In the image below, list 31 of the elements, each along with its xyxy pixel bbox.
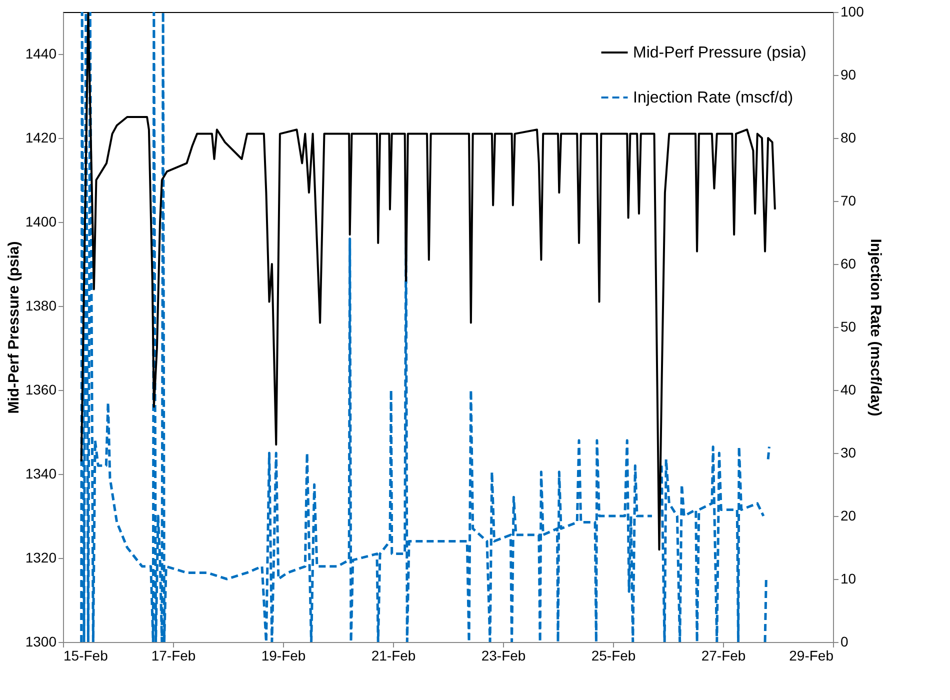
- x-tick-label: 29-Feb: [789, 648, 834, 664]
- x-tick-label: 23-Feb: [481, 648, 526, 664]
- y-axis-title: Mid-Perf Pressure (psia): [5, 241, 22, 414]
- y2-tick-label: 100: [840, 4, 864, 20]
- y2-axis-title: Injection Rate (mscf/day): [866, 238, 884, 416]
- x-tick-label: 17-Feb: [151, 648, 196, 664]
- y2-tick-label: 30: [840, 444, 856, 460]
- y2-tick-label: 10: [840, 570, 856, 586]
- y2-tick-label: 90: [840, 66, 856, 82]
- y-tick-label: 1300: [25, 634, 57, 650]
- y2-tick-label: 20: [840, 508, 856, 524]
- y2-tick-label: 70: [840, 192, 856, 208]
- y-tick-label: 1400: [25, 214, 57, 230]
- x-tick-label: 19-Feb: [261, 648, 306, 664]
- y2-tick-label: 0: [840, 634, 848, 650]
- legend-label: Injection Rate (mscf/d): [633, 90, 794, 106]
- y-tick-label: 1380: [25, 298, 57, 314]
- x-tick-label: 27-Feb: [701, 648, 746, 664]
- y-tick-label: 1340: [25, 466, 57, 482]
- y-tick-label: 1420: [25, 130, 57, 146]
- y-tick-label: 1360: [25, 382, 57, 398]
- x-tick-label: 15-Feb: [64, 648, 108, 664]
- legend-label: Mid-Perf Pressure (psia): [633, 44, 806, 62]
- y2-tick-label: 80: [840, 130, 856, 146]
- y2-tick-label: 60: [840, 256, 856, 272]
- y2-tick-label: 50: [840, 318, 856, 334]
- y-tick-label: 1320: [25, 550, 57, 566]
- x-tick-label: 21-Feb: [371, 648, 416, 664]
- x-tick-label: 25-Feb: [591, 648, 636, 664]
- y-tick-label: 1440: [25, 46, 57, 62]
- y2-tick-label: 40: [840, 382, 856, 398]
